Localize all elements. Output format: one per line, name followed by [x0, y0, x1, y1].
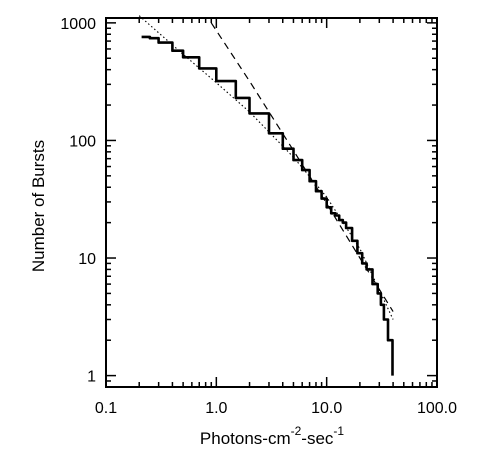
x-axis-title-sup1: -2 [291, 424, 302, 438]
series-dashed-line [210, 22, 394, 312]
x-axis-title-sup2: -1 [333, 424, 344, 438]
x-tick-label: 0.1 [95, 400, 117, 417]
x-tick-label: 1.0 [205, 400, 227, 417]
x-tick-label: 10.0 [311, 400, 342, 417]
x-axis-title-mid: -sec [301, 429, 334, 448]
x-tick-label: 100.0 [417, 400, 457, 417]
y-axis-title: Number of Bursts [29, 140, 48, 272]
x-axis-title-base: Photons-cm [200, 429, 291, 448]
y-tick-label: 1000 [60, 16, 96, 33]
series-layer [138, 15, 394, 376]
tick-labels: 0.1 1.0 10.0 100.0 1 10 100 1000 [60, 16, 457, 417]
y-tick-label: 1 [87, 369, 96, 386]
series-dotted-line [138, 15, 394, 320]
series-solid-step-line [141, 35, 394, 376]
x-axis-title: Photons-cm-2-sec-1 [200, 424, 344, 448]
y-tick-label: 100 [69, 133, 96, 150]
y-tick-label: 10 [78, 251, 96, 268]
axis-ticks [105, 18, 438, 388]
